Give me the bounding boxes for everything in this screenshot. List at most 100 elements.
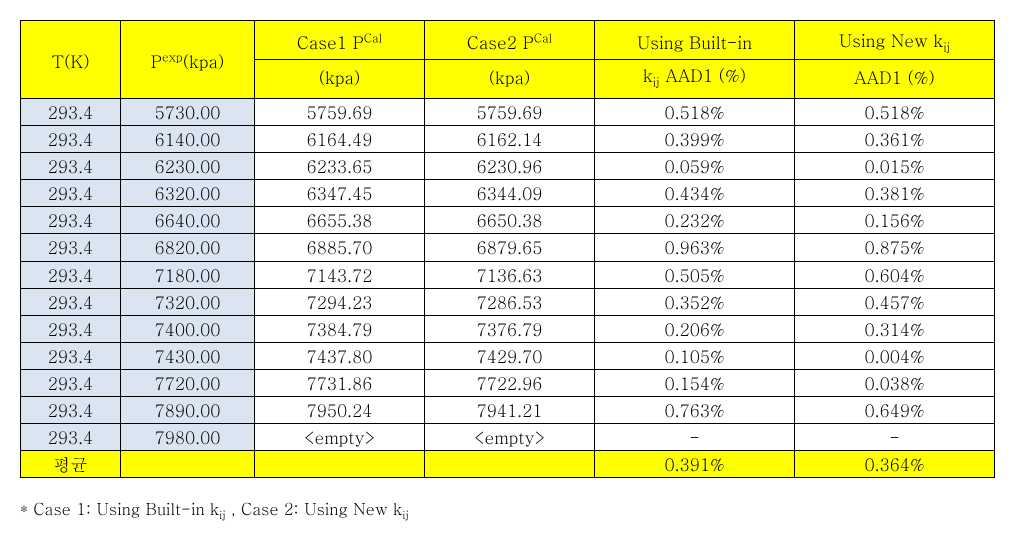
table-row: 293.46820.006885.706879.650.963%0.875% [21,234,995,261]
table-cell [425,451,595,478]
col-header-tk: T(K) [21,21,121,99]
col-header-case2-l2: (kpa) [425,60,595,99]
table-cell: 6230.00 [121,153,255,180]
table-cell: 7731.86 [255,369,425,396]
table-cell: 7400.00 [121,315,255,342]
table-cell: 6233.65 [255,153,425,180]
footnote: * Case 1: Using Built-in kij , Case 2: U… [20,497,1016,523]
col-header-builtin-l1: Using Built-in [595,21,795,60]
table-cell: 5759.69 [425,99,595,126]
table-cell: 7950.24 [255,397,425,424]
table-cell: 0.457% [795,288,995,315]
table-row: 293.47980.00<empty><empty>-- [21,424,995,451]
table-cell: 0.518% [795,99,995,126]
table-cell: 6655.38 [255,207,425,234]
table-cell: 0.038% [795,369,995,396]
table-cell: 7890.00 [121,397,255,424]
table-cell: 293.4 [21,424,121,451]
table-cell: 293.4 [21,234,121,261]
table-header: T(K) Pexp(kpa) Case1 PCal Case2 PCal Usi… [21,21,995,99]
table-cell: 0.314% [795,315,995,342]
table-body: 293.45730.005759.695759.690.518%0.518%29… [21,99,995,478]
table-cell: 0.399% [595,126,795,153]
table-cell: 7720.00 [121,369,255,396]
table-cell: 7980.00 [121,424,255,451]
table-cell: 7429.70 [425,342,595,369]
table-cell: 0.232% [595,207,795,234]
table-row: 293.46320.006347.456344.090.434%0.381% [21,180,995,207]
table-cell: 6820.00 [121,234,255,261]
table-row: 293.47320.007294.237286.530.352%0.457% [21,288,995,315]
table-row: 293.45730.005759.695759.690.518%0.518% [21,99,995,126]
table-cell: 293.4 [21,180,121,207]
table-cell: 7437.80 [255,342,425,369]
table-cell: 7286.53 [425,288,595,315]
table-cell: 293.4 [21,342,121,369]
table-cell: 7384.79 [255,315,425,342]
table-cell: 6320.00 [121,180,255,207]
table-cell: 0.963% [595,234,795,261]
table-cell: 0.381% [795,180,995,207]
col-header-case2-l1: Case2 PCal [425,21,595,60]
col-header-case1-l1: Case1 PCal [255,21,425,60]
table-cell: 6230.96 [425,153,595,180]
table-row: 293.47430.007437.807429.700.105%0.004% [21,342,995,369]
table-row: 293.46640.006655.386650.380.232%0.156% [21,207,995,234]
table-cell: 0.015% [795,153,995,180]
table-cell: 0.004% [795,342,995,369]
col-header-newkij-l2: AAD1 (%) [795,60,995,99]
table-cell: 0.604% [795,261,995,288]
data-table-container: T(K) Pexp(kpa) Case1 PCal Case2 PCal Usi… [20,20,995,478]
table-cell: 293.4 [21,288,121,315]
table-cell: <empty> [255,424,425,451]
table-cell: 0.364% [795,451,995,478]
table-row: 293.47890.007950.247941.210.763%0.649% [21,397,995,424]
table-cell: 0.505% [595,261,795,288]
col-header-builtin-l2: kij AAD1 (%) [595,60,795,99]
table-row-average: 평균0.391%0.364% [21,451,995,478]
table-cell: 5730.00 [121,99,255,126]
table-cell: 293.4 [21,315,121,342]
table-cell: 7722.96 [425,369,595,396]
table-cell: 6164.49 [255,126,425,153]
table-cell: 6347.45 [255,180,425,207]
table-cell: 0.105% [595,342,795,369]
col-header-pexp: Pexp(kpa) [121,21,255,99]
table-cell: 평균 [21,451,121,478]
table-cell [255,451,425,478]
table-cell: 6140.00 [121,126,255,153]
table-cell: - [795,424,995,451]
table-cell: 0.875% [795,234,995,261]
table-row: 293.47180.007143.727136.630.505%0.604% [21,261,995,288]
table-cell: <empty> [425,424,595,451]
data-table: T(K) Pexp(kpa) Case1 PCal Case2 PCal Usi… [20,20,995,478]
table-cell: 6640.00 [121,207,255,234]
table-cell: 6344.09 [425,180,595,207]
table-cell: 293.4 [21,126,121,153]
table-cell: 0.154% [595,369,795,396]
table-cell: 6885.70 [255,234,425,261]
table-cell: 293.4 [21,261,121,288]
col-header-case1-l2: (kpa) [255,60,425,99]
table-cell: 7430.00 [121,342,255,369]
table-cell: 7294.23 [255,288,425,315]
table-cell: 7941.21 [425,397,595,424]
table-cell [121,451,255,478]
table-cell: 7180.00 [121,261,255,288]
table-cell: 6650.38 [425,207,595,234]
table-cell: 0.156% [795,207,995,234]
table-cell: 0.059% [595,153,795,180]
table-cell: 7376.79 [425,315,595,342]
table-cell: 6162.14 [425,126,595,153]
table-cell: 293.4 [21,99,121,126]
table-cell: 7320.00 [121,288,255,315]
table-cell: 0.206% [595,315,795,342]
table-cell: 293.4 [21,397,121,424]
table-cell: 0.518% [595,99,795,126]
table-cell: 7136.63 [425,261,595,288]
table-row: 293.47400.007384.797376.790.206%0.314% [21,315,995,342]
table-cell: - [595,424,795,451]
table-cell: 5759.69 [255,99,425,126]
table-cell: 6879.65 [425,234,595,261]
col-header-newkij-l1: Using New kij [795,21,995,60]
